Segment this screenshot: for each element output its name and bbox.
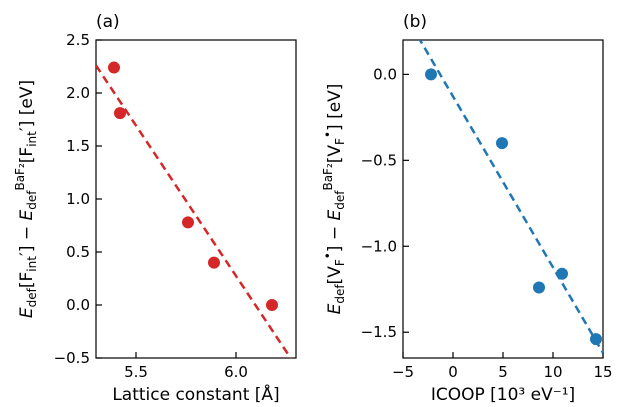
panel-a: (a) −0.5 0.0 0.5 1.0 1.5 2.0 2.5 5.5 6.0 Lattic…	[13, 12, 297, 405]
panel-a-y-tick-label: 0.0	[66, 296, 90, 314]
panel-a-y-axis-label: Edef[Fint′] − EdefBaF₂[Fint′] [eV]	[13, 80, 39, 318]
panel-b-y-tick-label: −1.0	[361, 237, 397, 255]
panel-a-data-point	[208, 256, 220, 269]
panel-b-y-ticks: −1.5 −1.0 −0.5 0.0	[361, 65, 409, 341]
panel-a-y-tick-label: 2.0	[66, 84, 90, 102]
panel-a-data-point	[114, 107, 126, 120]
panel-b-x-tick-label: 5	[498, 363, 508, 381]
panel-b-points	[425, 68, 602, 346]
panel-b-x-tick-label: −5	[392, 363, 414, 381]
panel-b: (b) −1.5 −1.0 −0.5 0.0 −5 0 5 10 15 ICOOP [10³ …	[321, 12, 613, 405]
panel-a-x-axis-label: Lattice constant [Å]	[112, 383, 279, 405]
panel-b-fit-line-path	[418, 40, 603, 354]
panel-b-x-tick-label: 0	[448, 363, 458, 381]
panel-a-x-ticks: 5.5 6.0	[124, 352, 248, 381]
panel-a-y-ticks: −0.5 0.0 0.5 1.0 1.5 2.0 2.5	[54, 31, 102, 367]
panel-a-points	[108, 61, 278, 311]
panel-b-data-point	[496, 137, 508, 150]
panel-b-frame	[402, 39, 604, 359]
panel-b-y-axis-label: Edef[VF•] − EdefBaF₂[VF•] [eV]	[321, 84, 347, 315]
panel-b-data-point	[425, 68, 437, 81]
panel-a-label: (a)	[96, 12, 120, 32]
panel-b-x-tick-label: 15	[593, 363, 612, 381]
panel-b-y-tick-label: 0.0	[373, 65, 397, 83]
panel-b-y-tick-label: −1.5	[361, 323, 397, 341]
panel-b-data-point	[533, 281, 545, 294]
panel-a-data-point	[182, 216, 194, 229]
panel-a-fit-line	[96, 64, 293, 358]
panel-a-y-tick-label: 1.5	[66, 137, 90, 155]
panel-b-fit-line	[418, 40, 603, 354]
panel-a-data-point	[108, 61, 120, 74]
panel-b-x-tick-label: 10	[543, 363, 562, 381]
panel-a-y-tick-label: 2.5	[66, 31, 90, 49]
panel-a-y-tick-label: 1.0	[66, 190, 90, 208]
panel-b-y-tick-label: −0.5	[361, 151, 397, 169]
panel-a-fit-line-path	[96, 64, 293, 358]
panel-a-x-tick-label: 5.5	[124, 363, 148, 381]
panel-b-label: (b)	[403, 12, 427, 32]
panel-a-data-point	[266, 299, 278, 311]
panel-a-y-tick-label: 0.5	[66, 243, 90, 261]
panel-b-data-point	[590, 333, 602, 346]
panel-a-frame	[95, 39, 297, 359]
panel-b-data-point	[556, 267, 568, 280]
panel-a-y-tick-label: −0.5	[54, 349, 90, 367]
panel-a-x-tick-label: 6.0	[224, 363, 248, 381]
panel-b-x-ticks: −5 0 5 10 15	[392, 352, 613, 381]
panel-b-x-axis-label: ICOOP [10³ eV⁻¹]	[431, 385, 575, 405]
